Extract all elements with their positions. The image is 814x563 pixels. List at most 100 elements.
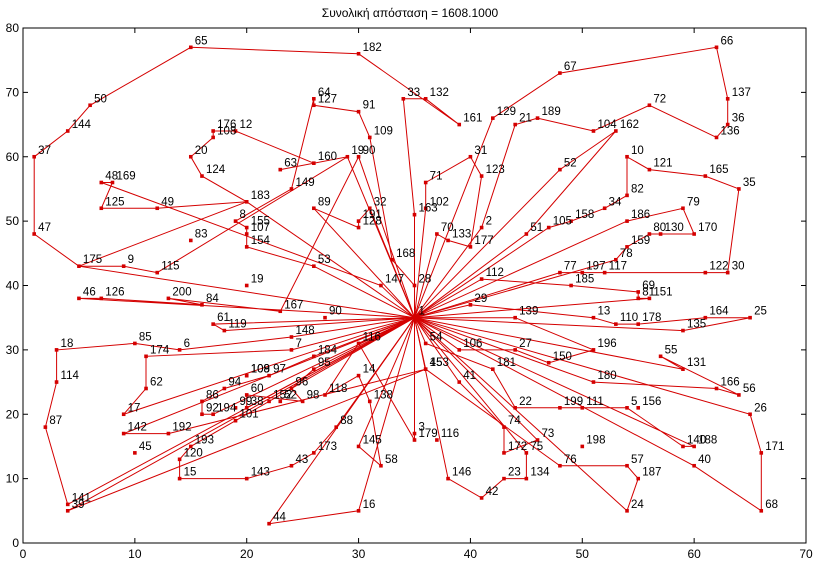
node-marker <box>267 521 271 526</box>
node-label: 70 <box>441 222 454 234</box>
node-label: 116 <box>363 331 381 343</box>
node-label: 196 <box>597 338 616 350</box>
node-label: 108 <box>217 125 236 137</box>
y-axis: 0 10 20 30 40 50 60 70 80 <box>6 21 806 550</box>
node-label: 47 <box>38 222 51 234</box>
node-marker <box>244 476 249 481</box>
node-label: 88 <box>340 415 353 427</box>
node-marker <box>423 97 428 101</box>
node-marker <box>468 245 473 249</box>
node-marker <box>513 406 517 410</box>
node-label: 186 <box>631 209 650 221</box>
node-label: 114 <box>61 370 80 382</box>
node-label: 45 <box>430 357 443 369</box>
node-marker <box>312 206 316 211</box>
node-marker <box>312 97 316 101</box>
node-marker <box>703 270 708 275</box>
node-label: 160 <box>318 151 337 163</box>
node-marker <box>188 154 193 159</box>
node-label: 101 <box>240 409 259 421</box>
node-label: 41 <box>463 370 476 382</box>
node-label: 199 <box>564 396 583 408</box>
node-marker <box>356 154 361 159</box>
node-label: 51 <box>530 222 543 234</box>
node-marker <box>681 328 685 333</box>
node-label: 172 <box>508 441 527 453</box>
node-marker <box>244 283 249 288</box>
node-label: 3 <box>419 422 425 434</box>
node-label: 167 <box>284 299 303 311</box>
y-tick-label: 80 <box>6 21 20 35</box>
node-label: 194 <box>217 402 237 414</box>
node-marker <box>133 341 137 346</box>
node-label: 184 <box>318 344 338 356</box>
node-marker <box>289 348 294 352</box>
node-label: 30 <box>732 261 745 273</box>
node-marker <box>714 45 719 50</box>
node-label: 92 <box>206 402 219 414</box>
route-line <box>211 317 415 332</box>
node-marker <box>681 206 685 211</box>
route-line <box>268 317 415 525</box>
node-label: 119 <box>228 319 246 331</box>
node-marker <box>647 296 652 301</box>
node-marker <box>278 309 283 314</box>
node-label: 137 <box>732 87 751 99</box>
node-marker <box>188 444 193 449</box>
node-label: 45 <box>139 441 152 453</box>
node-label: 191 <box>363 209 382 221</box>
node-marker <box>390 257 394 262</box>
node-marker <box>524 476 529 481</box>
node-marker <box>748 315 752 320</box>
route-line <box>414 317 762 512</box>
node-label: 111 <box>586 396 603 408</box>
node-marker <box>345 154 350 159</box>
node-label: 80 <box>653 222 666 234</box>
node-label: 22 <box>519 396 532 408</box>
node-label: 181 <box>497 357 516 369</box>
node-label: 54 <box>430 331 443 343</box>
node-label: 141 <box>72 492 91 504</box>
node-marker <box>200 174 204 178</box>
node-marker <box>211 322 215 326</box>
node-marker <box>535 438 540 442</box>
node-label: 177 <box>474 235 493 247</box>
node-marker <box>65 509 70 513</box>
y-tick-label: 60 <box>6 150 20 164</box>
node-marker <box>177 457 182 462</box>
node-marker <box>558 406 562 410</box>
node-label: 1 <box>419 306 425 318</box>
node-label: 69 <box>642 280 655 292</box>
node-label: 107 <box>251 222 270 234</box>
node-label: 150 <box>553 351 572 363</box>
node-marker <box>423 180 428 185</box>
node-marker <box>166 431 171 436</box>
node-marker <box>144 386 148 391</box>
node-label: 16 <box>363 499 376 511</box>
node-label: 90 <box>363 145 376 157</box>
node-label: 39 <box>72 499 85 511</box>
node-label: 56 <box>743 383 756 395</box>
y-tick-label: 70 <box>6 85 20 99</box>
node-marker <box>356 444 361 449</box>
node-marker <box>244 245 249 249</box>
node-marker <box>289 335 294 339</box>
node-label: 144 <box>72 119 92 131</box>
node-marker <box>524 451 529 455</box>
node-label: 182 <box>363 42 382 54</box>
y-tick-label: 40 <box>6 279 20 293</box>
y-tick-label: 0 <box>12 536 19 550</box>
node-marker <box>312 367 316 371</box>
node-marker <box>356 51 361 56</box>
node-marker <box>602 270 607 275</box>
node-label: 24 <box>631 499 644 511</box>
node-label: 105 <box>553 216 572 228</box>
node-label: 154 <box>251 235 271 247</box>
node-label: 64 <box>318 87 331 99</box>
node-marker <box>647 167 652 172</box>
route-line <box>67 317 426 512</box>
node-marker <box>502 451 506 455</box>
node-label: 183 <box>251 190 270 202</box>
node-label: 142 <box>128 422 147 434</box>
x-tick-label: 0 <box>20 547 27 561</box>
